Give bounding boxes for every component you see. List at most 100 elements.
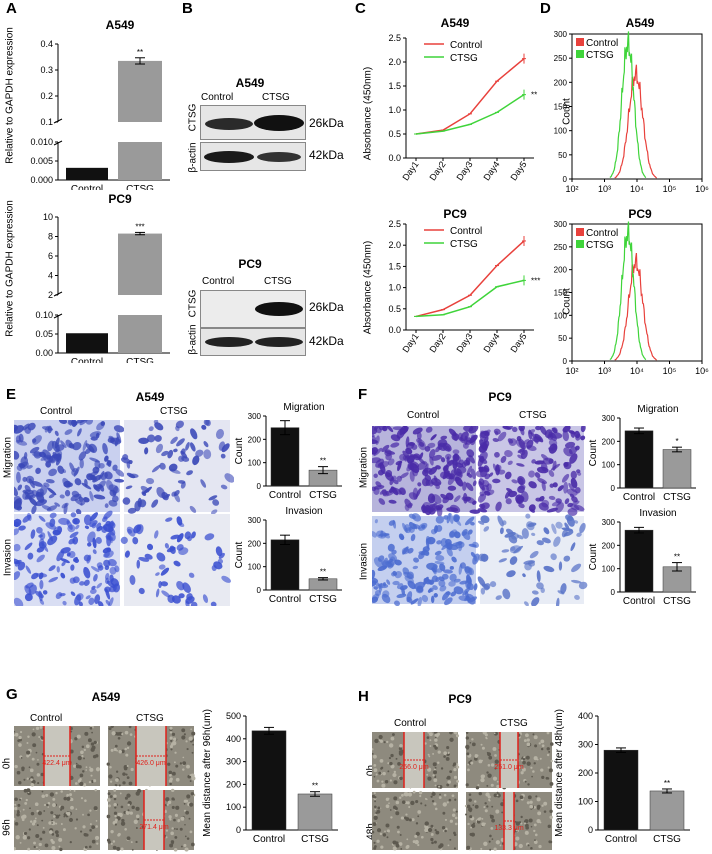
cell: [472, 480, 477, 487]
texture: [31, 732, 36, 737]
legend-label: Control: [450, 226, 482, 237]
y-tick-label: 8: [48, 232, 53, 242]
texture: [106, 814, 111, 819]
texture: [515, 821, 520, 826]
texture: [107, 792, 111, 796]
cell: [563, 447, 573, 457]
y-tick-label: 300: [554, 30, 568, 39]
texture: [188, 736, 193, 741]
texture: [546, 732, 550, 735]
cell: [439, 585, 447, 592]
cell: [373, 447, 383, 457]
cell: [528, 481, 537, 489]
texture: [110, 748, 114, 752]
texture: [535, 795, 538, 798]
texture: [455, 734, 460, 738]
texture: [443, 755, 446, 758]
cell: [99, 484, 105, 492]
texture: [50, 811, 54, 815]
texture: [96, 842, 99, 845]
y-tick-label: 100: [248, 459, 262, 468]
texture: [106, 762, 110, 766]
y-tick-label: 100: [248, 563, 262, 572]
cell: [461, 461, 467, 468]
cell: [54, 502, 61, 507]
texture: [454, 822, 458, 826]
cell: [466, 465, 473, 477]
texture: [60, 805, 65, 810]
texture: [41, 819, 44, 822]
texture: [474, 804, 479, 809]
cell: [392, 519, 397, 529]
texture: [113, 802, 117, 807]
image-g-ctsg-96h: 271.4 μm: [106, 788, 196, 852]
texture: [108, 774, 113, 779]
cell: [203, 441, 209, 448]
texture: [77, 755, 82, 761]
texture: [485, 736, 488, 739]
texture: [389, 761, 393, 766]
cell: [102, 516, 108, 523]
texture: [530, 825, 533, 828]
texture: [21, 815, 25, 820]
texture: [411, 818, 415, 822]
texture: [51, 845, 56, 851]
cell: [462, 442, 469, 449]
texture: [395, 843, 400, 848]
texture: [181, 735, 186, 740]
cell: [479, 503, 486, 509]
texture: [408, 818, 412, 822]
cell: [374, 519, 378, 524]
cell: [63, 480, 72, 488]
texture: [373, 846, 377, 850]
cell: [104, 503, 109, 509]
cell: [493, 428, 501, 435]
cell: [450, 591, 457, 597]
cell: [45, 461, 52, 468]
texture: [483, 841, 488, 847]
cell: [425, 426, 433, 433]
texture: [533, 840, 538, 844]
texture: [85, 744, 90, 749]
texture: [75, 764, 80, 769]
texture: [435, 830, 440, 835]
texture: [110, 842, 113, 845]
texture: [550, 759, 553, 763]
bar-control: [66, 167, 108, 180]
cell: [392, 580, 400, 586]
cell: [127, 528, 133, 534]
texture: [173, 818, 176, 822]
cell: [570, 579, 582, 584]
cell: [87, 542, 92, 547]
texture: [546, 753, 550, 757]
cell: [161, 590, 171, 598]
texture: [14, 803, 17, 806]
texture: [454, 798, 457, 801]
texture: [527, 783, 530, 786]
texture: [471, 823, 476, 828]
texture: [486, 805, 489, 808]
cell: [433, 475, 438, 483]
cell: [571, 500, 580, 506]
cell: [94, 594, 101, 605]
y-tick-label: 1.0: [388, 283, 401, 293]
cell: [39, 599, 45, 605]
texture: [523, 822, 527, 825]
texture: [175, 764, 179, 768]
cell: [171, 595, 181, 604]
cell: [430, 495, 435, 501]
y-tick-label: 6: [48, 251, 53, 261]
texture: [75, 818, 79, 821]
cell: [505, 426, 513, 430]
texture: [453, 767, 457, 772]
cell: [535, 497, 542, 502]
texture: [533, 756, 538, 761]
texture: [501, 811, 504, 814]
cell: [372, 439, 378, 444]
texture: [113, 797, 117, 801]
x-tick-label: CTSG: [126, 184, 154, 190]
texture: [434, 784, 437, 787]
texture: [58, 837, 63, 842]
cell: [409, 454, 419, 459]
